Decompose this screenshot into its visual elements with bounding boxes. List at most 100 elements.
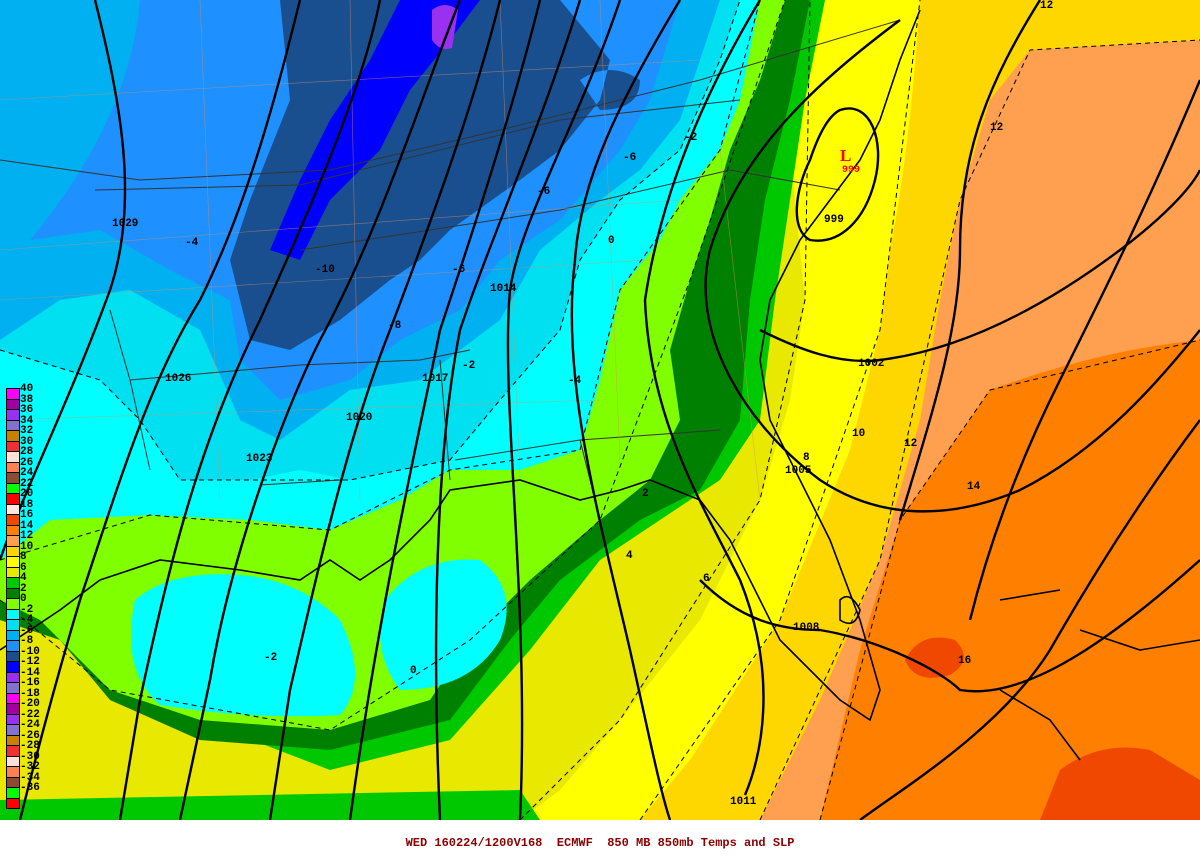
temperature-label: 4 <box>626 550 633 562</box>
weather-map: 1029102610231020101710141011100810051002… <box>0 0 1200 820</box>
legend-label: -20 <box>20 698 40 710</box>
legend-swatch <box>6 409 20 420</box>
isobar-label: 1023 <box>246 453 273 465</box>
temp-dashed-contours <box>0 0 1200 820</box>
legend-swatch <box>6 482 20 493</box>
legend-swatch <box>6 640 20 651</box>
isobar-label: 1026 <box>165 373 191 385</box>
legend-label: 18 <box>20 498 34 511</box>
legend-label: -12 <box>20 656 40 668</box>
legend-swatch <box>6 734 20 745</box>
isobar-labels: 1029102610231020101710141011100810051002… <box>112 214 884 808</box>
legend-label: 34 <box>20 414 34 427</box>
isobar-label: 999 <box>824 214 844 226</box>
legend-swatch <box>6 587 20 598</box>
legend-swatch <box>6 566 20 577</box>
legend-labels: 40 38 36 34 32 30 28 26 24 22 20 18 16 14 12 10 8 6 4 2 0 -2-… <box>20 384 40 794</box>
legend-swatch <box>6 514 20 525</box>
legend-label: 26 <box>20 456 34 469</box>
legend-swatch <box>6 503 20 514</box>
isobar-label: 1020 <box>346 412 372 424</box>
map-title: WED 160224/1200V168 ECMWF 850 MB 850mb T… <box>405 836 795 850</box>
low-symbol: L <box>840 146 851 165</box>
legend-label: 10 <box>20 540 34 553</box>
legend-swatch <box>6 661 20 672</box>
legend-swatch <box>6 598 20 609</box>
isobar-label: 1011 <box>730 796 757 808</box>
county-borders <box>0 0 761 501</box>
legend-swatch <box>6 745 20 756</box>
legend-label: 16 <box>20 509 34 521</box>
low-value: 999 <box>842 165 860 176</box>
legend-swatch <box>6 629 20 640</box>
legend-label: 20 <box>20 488 34 500</box>
legend-swatch <box>6 724 20 735</box>
temperature-label: 12 <box>990 122 1003 134</box>
legend-label: 4 <box>20 572 27 584</box>
legend-label: -14 <box>20 666 40 679</box>
legend-label: 8 <box>20 551 27 563</box>
legend-swatch <box>6 524 20 535</box>
legend-label: -2 <box>20 603 34 616</box>
legend-label: -36 <box>20 782 40 794</box>
legend-label: -26 <box>20 729 40 742</box>
temperature-label: -2 <box>264 652 277 664</box>
color-legend <box>6 388 20 809</box>
legend-label: 24 <box>20 467 34 479</box>
legend-swatch <box>6 682 20 693</box>
legend-swatch <box>6 787 20 798</box>
legend-swatch <box>6 493 20 504</box>
temperature-fill <box>0 0 1200 820</box>
legend-swatch <box>6 671 20 682</box>
temperature-label: 14 <box>967 481 981 493</box>
isobar-label: 1008 <box>793 622 820 634</box>
legend-swatch <box>6 608 20 619</box>
temperature-label: -4 <box>568 375 582 387</box>
legend-swatch <box>6 797 20 809</box>
legend-swatch <box>6 430 20 441</box>
temperature-label: 0 <box>608 235 615 247</box>
isobar-label: 1005 <box>785 465 812 477</box>
legend-swatch <box>6 472 20 483</box>
legend-swatch <box>6 577 20 588</box>
temperature-label: 12 <box>1040 0 1053 12</box>
temperature-label: -6 <box>452 264 465 276</box>
legend-label: -10 <box>20 645 40 658</box>
isobar-label: 1014 <box>490 283 517 295</box>
legend-label: 32 <box>20 425 34 437</box>
legend-swatch <box>6 692 20 703</box>
legend-label: 12 <box>20 530 34 542</box>
temperature-label: -10 <box>315 264 335 276</box>
legend-label: -28 <box>20 740 40 752</box>
temperature-label: 12 <box>904 438 917 450</box>
legend-label: 0 <box>20 593 27 605</box>
legend-label: -6 <box>20 624 34 637</box>
legend-swatch <box>6 398 20 409</box>
legend-label: -8 <box>20 635 34 647</box>
isobar-label: 1017 <box>422 373 448 385</box>
temperature-label: 10 <box>852 428 865 440</box>
legend-swatch <box>6 440 20 451</box>
isobar-label: 1029 <box>112 218 138 230</box>
legend-swatch <box>6 388 20 399</box>
legend-swatch <box>6 461 20 472</box>
temperature-label: -8 <box>388 320 402 332</box>
legend-label: 14 <box>20 519 34 532</box>
temperature-label: -6 <box>537 186 550 198</box>
legend-swatch <box>6 766 20 777</box>
legend-swatch <box>6 419 20 430</box>
legend-swatch <box>6 703 20 714</box>
legend-label: -30 <box>20 750 40 763</box>
legend-label: 22 <box>20 477 34 490</box>
legend-label: -22 <box>20 708 40 721</box>
isobar-label: 1002 <box>858 358 884 370</box>
legend-label: -16 <box>20 677 40 689</box>
legend-swatch <box>6 650 20 661</box>
temperature-label: -6 <box>623 152 636 164</box>
legend-swatch <box>6 755 20 766</box>
legend-swatch <box>6 556 20 567</box>
legend-label: 2 <box>20 582 27 595</box>
temperature-label: -2 <box>684 132 697 144</box>
temperature-label: 2 <box>642 488 649 500</box>
legend-label: 36 <box>20 404 34 416</box>
